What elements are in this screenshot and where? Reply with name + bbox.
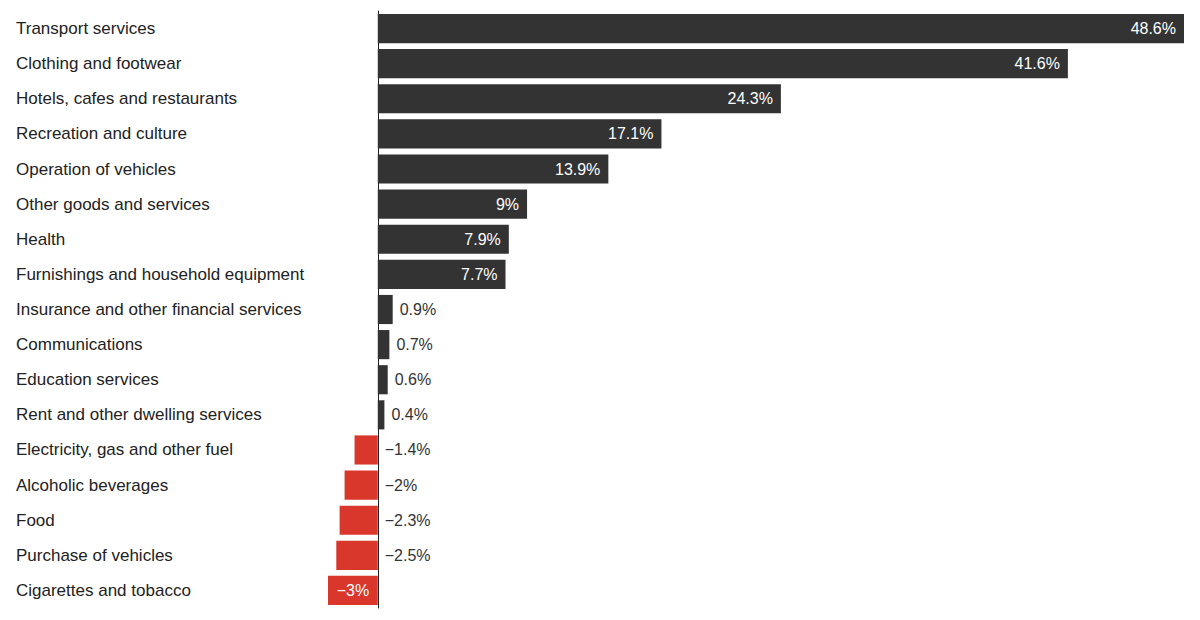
svg-text:Education services: Education services	[16, 370, 159, 389]
svg-text:−3%: −3%	[337, 582, 369, 599]
svg-text:Furnishings and household equi: Furnishings and household equipment	[16, 265, 305, 284]
svg-text:0.9%: 0.9%	[400, 301, 436, 318]
svg-text:−2%: −2%	[385, 477, 417, 494]
svg-text:Hotels, cafes and restaurants: Hotels, cafes and restaurants	[16, 89, 237, 108]
svg-text:48.6%: 48.6%	[1131, 20, 1176, 37]
svg-text:Operation of vehicles: Operation of vehicles	[16, 160, 176, 179]
svg-text:41.6%: 41.6%	[1015, 55, 1060, 72]
svg-text:Rent and other dwelling servic: Rent and other dwelling services	[16, 405, 262, 424]
svg-text:7.7%: 7.7%	[461, 266, 497, 283]
svg-text:17.1%: 17.1%	[608, 125, 653, 142]
svg-text:Electricity, gas and other fue: Electricity, gas and other fuel	[16, 440, 233, 459]
svg-text:9%: 9%	[496, 196, 519, 213]
svg-text:−1.4%: −1.4%	[385, 441, 431, 458]
svg-text:Clothing and footwear: Clothing and footwear	[16, 54, 182, 73]
svg-text:−2.5%: −2.5%	[385, 547, 431, 564]
svg-text:Alcoholic beverages: Alcoholic beverages	[16, 476, 168, 495]
svg-text:Cigarettes and tobacco: Cigarettes and tobacco	[16, 581, 191, 600]
svg-text:0.7%: 0.7%	[396, 336, 432, 353]
svg-text:0.4%: 0.4%	[391, 406, 427, 423]
svg-text:Recreation and culture: Recreation and culture	[16, 124, 187, 143]
svg-text:Food: Food	[16, 511, 55, 530]
svg-text:24.3%: 24.3%	[728, 90, 773, 107]
svg-text:Communications: Communications	[16, 335, 143, 354]
svg-text:7.9%: 7.9%	[464, 231, 500, 248]
svg-text:Health: Health	[16, 230, 65, 249]
svg-text:Purchase of vehicles: Purchase of vehicles	[16, 546, 173, 565]
svg-text:Transport services: Transport services	[16, 19, 155, 38]
svg-text:Other goods and services: Other goods and services	[16, 195, 210, 214]
svg-text:13.9%: 13.9%	[555, 161, 600, 178]
svg-text:−2.3%: −2.3%	[385, 512, 431, 529]
svg-text:Insurance and other financial: Insurance and other financial services	[16, 300, 301, 319]
svg-text:0.6%: 0.6%	[395, 371, 431, 388]
